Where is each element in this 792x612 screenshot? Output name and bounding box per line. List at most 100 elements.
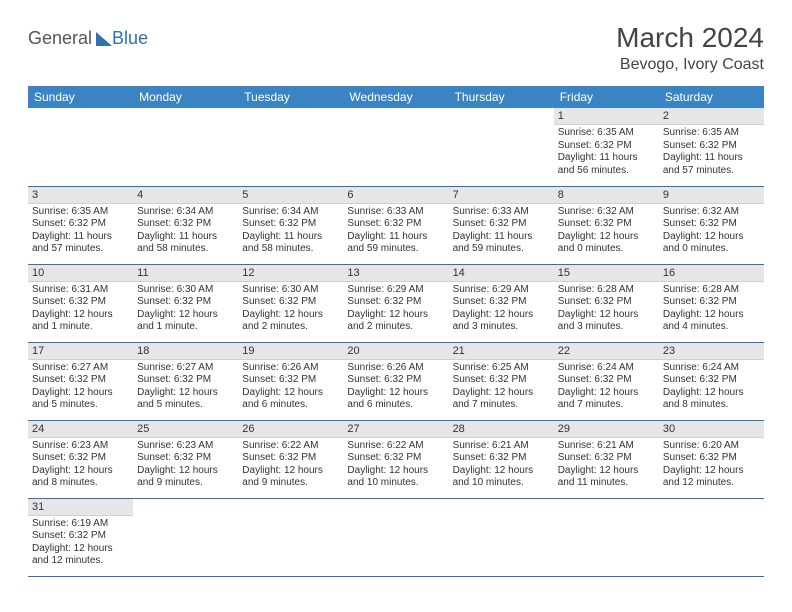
sunset-line: Sunset: 6:32 PM [137, 218, 234, 231]
daylight-line: Daylight: 12 hours and 12 minutes. [663, 465, 760, 490]
sunset-line: Sunset: 6:32 PM [347, 296, 444, 309]
day-number: 9 [659, 187, 764, 204]
day-number: 16 [659, 265, 764, 282]
calendar-cell: 4Sunrise: 6:34 AMSunset: 6:32 PMDaylight… [133, 186, 238, 264]
sunset-line: Sunset: 6:32 PM [663, 140, 760, 153]
sunrise-line: Sunrise: 6:28 AM [558, 284, 655, 297]
sunset-line: Sunset: 6:32 PM [558, 140, 655, 153]
day-info: Sunrise: 6:24 AMSunset: 6:32 PMDaylight:… [659, 360, 764, 416]
day-info: Sunrise: 6:30 AMSunset: 6:32 PMDaylight:… [238, 282, 343, 338]
calendar-cell: 27Sunrise: 6:22 AMSunset: 6:32 PMDayligh… [343, 420, 448, 498]
daylight-line: Daylight: 11 hours and 58 minutes. [242, 231, 339, 256]
day-number: 25 [133, 421, 238, 438]
day-number: 2 [659, 108, 764, 125]
sunset-line: Sunset: 6:32 PM [453, 218, 550, 231]
sunset-line: Sunset: 6:32 PM [242, 374, 339, 387]
sunrise-line: Sunrise: 6:32 AM [558, 206, 655, 219]
sunset-line: Sunset: 6:32 PM [558, 374, 655, 387]
calendar-cell: 29 Sunrise: 6:21 AMSunset: 6:32 PMDayligh… [554, 420, 659, 498]
daylight-line: Daylight: 12 hours and 11 minutes. [558, 465, 655, 490]
weekday-header: Thursday [449, 86, 554, 108]
calendar-cell-empty [659, 498, 764, 576]
sunrise-line: Sunrise: 6:30 AM [137, 284, 234, 297]
day-info: Sunrise: 6:28 AMSunset: 6:32 PMDaylight:… [659, 282, 764, 338]
sunrise-line: Sunrise: 6:35 AM [32, 206, 129, 219]
day-number: 20 [343, 343, 448, 360]
day-number: 29 [554, 421, 659, 438]
calendar-cell: 14Sunrise: 6:29 AMSunset: 6:32 PMDayligh… [449, 264, 554, 342]
calendar-header-row: SundayMondayTuesdayWednesdayThursdayFrid… [28, 86, 764, 108]
day-number: 28 [449, 421, 554, 438]
calendar-table: SundayMondayTuesdayWednesdayThursdayFrid… [28, 86, 764, 577]
day-info: Sunrise: 6:34 AMSunset: 6:32 PMDaylight:… [133, 204, 238, 260]
day-info: Sunrise: 6:35 AMSunset: 6:32 PMDaylight:… [659, 125, 764, 181]
day-number: 23 [659, 343, 764, 360]
sunrise-line: Sunrise: 6:35 AM [558, 127, 655, 140]
calendar-cell-empty [238, 108, 343, 186]
daylight-line: Daylight: 12 hours and 6 minutes. [347, 387, 444, 412]
day-info: Sunrise: 6:34 AMSunset: 6:32 PMDaylight:… [238, 204, 343, 260]
calendar-body: 1Sunrise: 6:35 AMSunset: 6:32 PMDaylight… [28, 108, 764, 576]
sunrise-line: Sunrise: 6:20 AM [663, 440, 760, 453]
sunset-line: Sunset: 6:32 PM [32, 530, 129, 543]
day-number: 21 [449, 343, 554, 360]
daylight-line: Daylight: 11 hours and 57 minutes. [663, 152, 760, 177]
sunset-line: Sunset: 6:32 PM [32, 218, 129, 231]
calendar-cell: 7Sunrise: 6:33 AMSunset: 6:32 PMDaylight… [449, 186, 554, 264]
daylight-line: Daylight: 12 hours and 2 minutes. [347, 309, 444, 334]
calendar-cell-empty [343, 498, 448, 576]
day-info: Sunrise: 6:20 AMSunset: 6:32 PMDaylight:… [659, 438, 764, 494]
sunrise-line: Sunrise: 6:23 AM [137, 440, 234, 453]
calendar-cell-empty [449, 498, 554, 576]
day-info: Sunrise: 6:35 AMSunset: 6:32 PMDaylight:… [28, 204, 133, 260]
sunrise-line: Sunrise: 6:28 AM [663, 284, 760, 297]
calendar-row: 31Sunrise: 6:19 AMSunset: 6:32 PMDayligh… [28, 498, 764, 576]
calendar-cell: 21Sunrise: 6:25 AMSunset: 6:32 PMDayligh… [449, 342, 554, 420]
sunset-line: Sunset: 6:32 PM [558, 296, 655, 309]
day-number: 11 [133, 265, 238, 282]
daylight-line: Daylight: 12 hours and 0 minutes. [558, 231, 655, 256]
calendar-cell: 26Sunrise: 6:22 AMSunset: 6:32 PMDayligh… [238, 420, 343, 498]
sunset-line: Sunset: 6:32 PM [32, 374, 129, 387]
sunrise-line: Sunrise: 6:24 AM [558, 362, 655, 375]
calendar-cell: 18Sunrise: 6:27 AMSunset: 6:32 PMDayligh… [133, 342, 238, 420]
sunset-line: Sunset: 6:32 PM [242, 452, 339, 465]
day-number: 22 [554, 343, 659, 360]
sunrise-line: Sunrise: 6:21 AM [558, 440, 655, 453]
day-number: 6 [343, 187, 448, 204]
day-number: 8 [554, 187, 659, 204]
day-number: 10 [28, 265, 133, 282]
day-info: Sunrise: 6:27 AMSunset: 6:32 PMDaylight:… [133, 360, 238, 416]
calendar-cell: 8Sunrise: 6:32 AMSunset: 6:32 PMDaylight… [554, 186, 659, 264]
day-info: Sunrise: 6:32 AMSunset: 6:32 PMDaylight:… [659, 204, 764, 260]
day-info: Sunrise: 6:23 AMSunset: 6:32 PMDaylight:… [28, 438, 133, 494]
calendar-cell: 17Sunrise: 6:27 AMSunset: 6:32 PMDayligh… [28, 342, 133, 420]
daylight-line: Daylight: 12 hours and 5 minutes. [137, 387, 234, 412]
sunset-line: Sunset: 6:32 PM [663, 452, 760, 465]
sunrise-line: Sunrise: 6:24 AM [663, 362, 760, 375]
weekday-header: Monday [133, 86, 238, 108]
calendar-cell: 28Sunrise: 6:21 AMSunset: 6:32 PMDayligh… [449, 420, 554, 498]
sunrise-line: Sunrise: 6:35 AM [663, 127, 760, 140]
calendar-cell-empty [449, 108, 554, 186]
day-number: 3 [28, 187, 133, 204]
day-info: Sunrise: 6:26 AMSunset: 6:32 PMDaylight:… [343, 360, 448, 416]
daylight-line: Daylight: 11 hours and 57 minutes. [32, 231, 129, 256]
calendar-cell: 22Sunrise: 6:24 AMSunset: 6:32 PMDayligh… [554, 342, 659, 420]
daylight-line: Daylight: 12 hours and 8 minutes. [663, 387, 760, 412]
daylight-line: Daylight: 12 hours and 3 minutes. [558, 309, 655, 334]
daylight-line: Daylight: 11 hours and 56 minutes. [558, 152, 655, 177]
calendar-cell: 6Sunrise: 6:33 AMSunset: 6:32 PMDaylight… [343, 186, 448, 264]
day-info: Sunrise: 6:25 AMSunset: 6:32 PMDaylight:… [449, 360, 554, 416]
logo-sail-icon [96, 32, 112, 46]
day-info: Sunrise: 6:32 AMSunset: 6:32 PMDaylight:… [554, 204, 659, 260]
location-label: Bevogo, Ivory Coast [616, 56, 764, 74]
sunset-line: Sunset: 6:32 PM [453, 296, 550, 309]
logo: General Blue [28, 28, 148, 49]
calendar-cell: 11Sunrise: 6:30 AMSunset: 6:32 PMDayligh… [133, 264, 238, 342]
sunrise-line: Sunrise: 6:22 AM [347, 440, 444, 453]
calendar-cell: 10Sunrise: 6:31 AMSunset: 6:32 PMDayligh… [28, 264, 133, 342]
sunset-line: Sunset: 6:32 PM [242, 218, 339, 231]
sunset-line: Sunset: 6:32 PM [558, 452, 655, 465]
sunrise-line: Sunrise: 6:23 AM [32, 440, 129, 453]
